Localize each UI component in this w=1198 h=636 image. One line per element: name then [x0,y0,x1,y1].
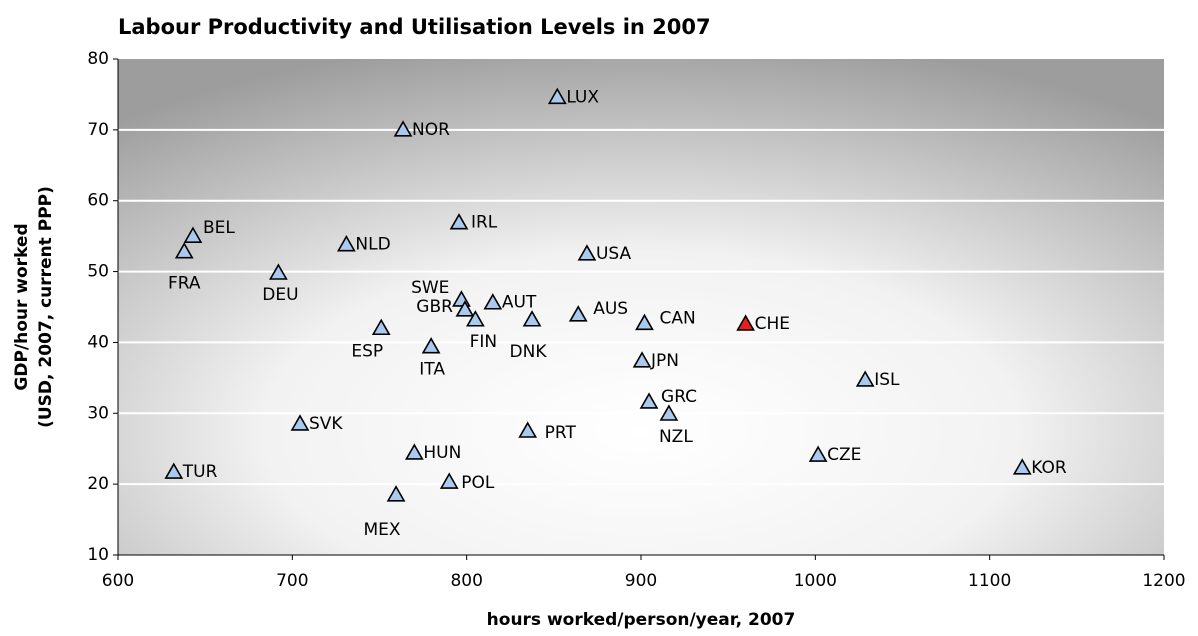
point-label: SWE [411,278,449,298]
y-axis-label: GDP/hour worked [12,223,32,390]
marker [336,235,356,252]
point-label: NOR [412,120,450,140]
point-label: ISL [874,370,900,390]
point-label: SVK [309,414,343,434]
y-tick-label: 50 [87,262,109,282]
marker [393,120,413,137]
marker [483,293,503,310]
y-tick-label: 80 [87,49,109,69]
x-tick-label: 1000 [794,571,837,591]
marker [522,310,542,327]
marker [164,462,184,479]
plot-area [118,59,1164,555]
point-label: CZE [827,445,861,465]
marker [466,310,485,327]
point-label: GRC [661,387,697,407]
point-label: TUR [182,462,218,482]
point-label: NLD [355,235,390,255]
marker [174,242,194,259]
marker [455,300,475,317]
marker [659,404,679,421]
marker [547,87,567,105]
point-label: DNK [510,342,548,362]
y-tick-label: 60 [87,191,109,211]
x-tick-label: 600 [102,571,134,591]
point-label: IRL [471,213,498,233]
point-label: AUT [502,293,537,313]
point-label: CAN [659,308,695,328]
point-label: MEX [364,520,401,540]
marker [386,485,406,502]
marker [371,318,391,336]
marker [269,263,288,280]
chart-title: Labour Productivity and Utilisation Leve… [118,15,711,39]
point-label: USA [596,244,632,264]
point-label: AUS [593,299,628,319]
point-label: POL [461,473,495,493]
marker [518,421,538,438]
point-label: GBR [416,297,453,317]
x-tick-label: 800 [450,571,482,591]
y-tick-label: 10 [87,545,109,565]
point-label: FRA [168,274,201,294]
point-label: BEL [203,218,235,238]
marker [568,305,588,322]
x-axis-label: hours worked/person/year, 2007 [487,610,796,630]
marker [808,445,828,462]
point-label: ESP [351,341,383,361]
marker [632,351,652,368]
marker [183,226,203,243]
point-label: KOR [1031,458,1067,478]
point-label: PRT [545,423,577,443]
point-label: LUX [566,87,599,107]
x-tick-label: 1100 [968,571,1011,591]
marker [421,337,441,354]
x-tick-label: 900 [625,571,657,591]
y-tick-label: 20 [87,474,109,494]
point-label: NZL [659,427,693,447]
point-label: HUN [423,443,461,463]
y-tick-label: 30 [87,403,109,423]
point-label: FIN [470,332,498,352]
x-tick-label: 1200 [1142,571,1185,591]
point-label: CHE [755,314,790,334]
marker [1012,458,1032,475]
point-label: JPN [650,351,679,371]
y-tick-label: 70 [87,120,109,140]
marker [736,314,755,331]
marker [855,370,875,387]
marker [439,472,459,489]
y-axis-label: (USD, 2007, current PPP) [36,186,56,428]
marker [449,213,469,230]
marker [290,414,310,431]
point-label: ITA [419,360,445,380]
x-tick-label: 700 [276,571,308,591]
marker [577,244,597,261]
point-label: DEU [262,285,298,305]
marker [639,392,659,409]
marker [635,313,654,331]
y-tick-label: 40 [87,332,109,352]
marker [404,443,424,460]
